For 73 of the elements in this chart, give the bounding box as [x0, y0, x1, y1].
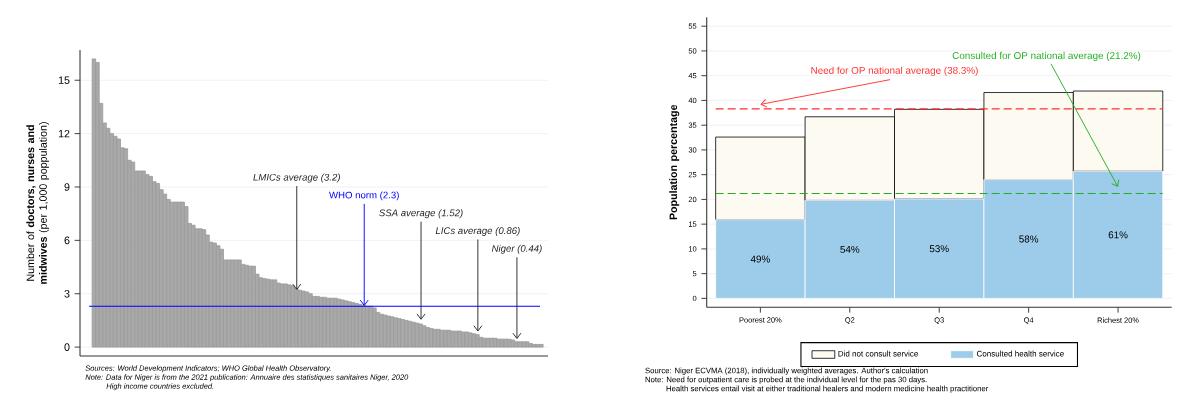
legend-label: Did not consult service	[838, 350, 918, 357]
bar	[379, 313, 384, 348]
bar	[354, 303, 359, 348]
bar	[386, 315, 391, 348]
y-tick-label: 3	[64, 289, 70, 298]
bar	[528, 343, 533, 348]
bar	[198, 228, 203, 348]
bar	[173, 201, 178, 348]
bar	[91, 58, 97, 348]
bar	[404, 320, 409, 348]
ref-line-label: WHO norm (2.3)	[329, 191, 399, 201]
bar	[400, 319, 406, 348]
bar	[514, 341, 519, 348]
bar	[283, 283, 288, 348]
bar	[439, 329, 445, 348]
bar	[425, 327, 430, 348]
annotation: 53%	[929, 245, 949, 253]
bar	[162, 193, 168, 348]
bar	[507, 338, 512, 348]
y-axis-title: Population percentage	[669, 104, 680, 220]
annotation: 49%	[750, 255, 770, 263]
bar	[276, 282, 281, 348]
bar	[315, 296, 320, 348]
bar	[475, 334, 480, 348]
bar	[297, 289, 303, 348]
ref-line-label: Consulted for OP national average (21.2%)	[952, 51, 1141, 61]
annotation: 58%	[1019, 235, 1039, 243]
annotation: 54%	[840, 245, 860, 253]
bar	[269, 279, 274, 348]
bar	[457, 330, 462, 348]
bar	[180, 201, 185, 348]
bar	[258, 277, 263, 348]
bar	[489, 337, 494, 348]
bar	[301, 290, 306, 348]
bar	[443, 329, 448, 348]
bar	[244, 264, 249, 348]
bar	[308, 293, 313, 348]
bar	[194, 228, 200, 348]
y-tick-label: 15	[58, 76, 70, 84]
y-tick-label: 6	[64, 236, 70, 245]
bar	[340, 299, 345, 348]
bar	[450, 330, 455, 348]
legend-label: Consulted health service	[976, 350, 1064, 357]
bar	[347, 301, 352, 348]
bar	[230, 259, 235, 348]
bar	[482, 337, 487, 348]
bar	[368, 305, 374, 348]
bar	[336, 298, 342, 348]
bar	[524, 341, 530, 348]
ref-line-label: Need for OP national average (38.3%)	[811, 66, 978, 76]
bar	[226, 259, 232, 348]
bar	[212, 242, 217, 348]
bar	[95, 62, 100, 348]
annotation: LICs average (0.86)	[435, 226, 520, 236]
bar	[123, 148, 129, 348]
bar	[411, 321, 416, 348]
y-tick-label: 9	[64, 183, 70, 191]
y-tick-label: 0	[64, 343, 70, 351]
annotation: SSA average (1.52)	[379, 209, 463, 219]
bar	[237, 259, 242, 348]
y-tick-label: 12	[58, 129, 70, 138]
bar	[539, 344, 544, 348]
bar	[471, 333, 477, 348]
bar	[265, 278, 271, 348]
annotation: 61%	[1108, 231, 1128, 239]
annotation: Niger (0.44)	[491, 244, 542, 254]
bar	[418, 323, 423, 348]
bar	[521, 341, 526, 348]
bar	[251, 265, 256, 348]
bar	[141, 170, 146, 348]
y-axis-title: Number of doctors, nurses and midwives (per 1,000 poppulation)	[26, 122, 49, 284]
bar	[372, 307, 377, 348]
annotation: LMICs average (3.2)	[253, 173, 340, 183]
